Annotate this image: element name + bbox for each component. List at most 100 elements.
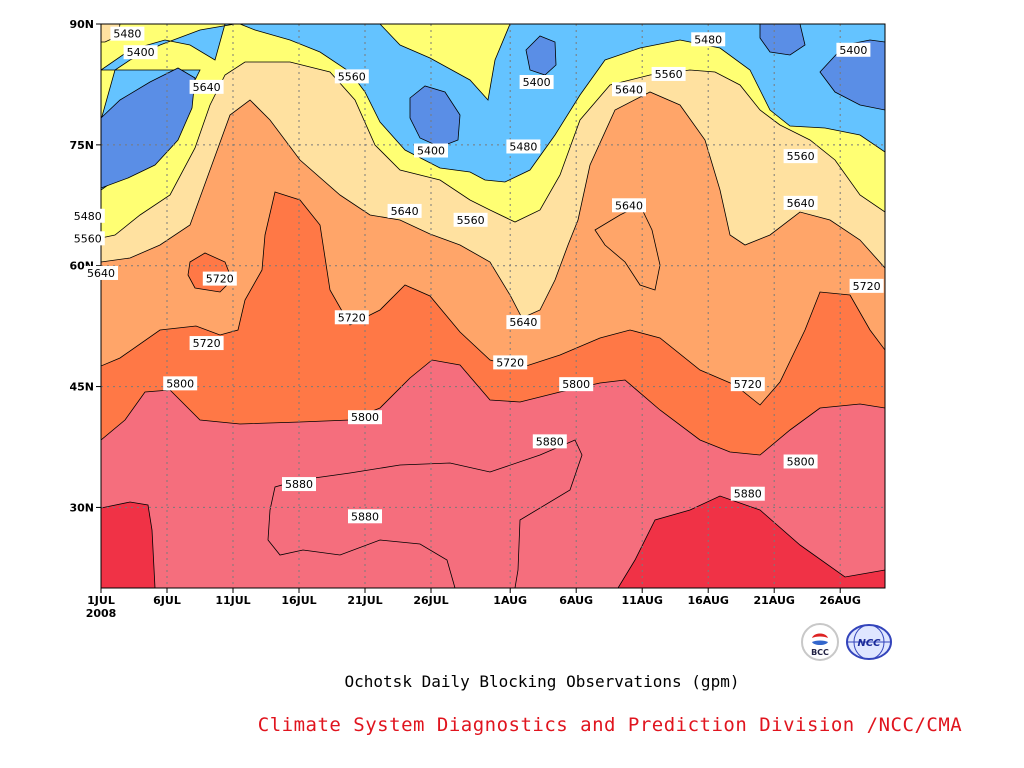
contour-label-bg xyxy=(612,198,646,213)
contour-label-text: 5720 xyxy=(734,378,762,391)
contour-label: 5400 xyxy=(519,75,554,90)
contour-label-text: 5640 xyxy=(615,199,643,212)
contour-label: 5640 xyxy=(387,203,422,218)
contour-label-bg xyxy=(334,310,369,325)
contour-label: 5560 xyxy=(453,212,488,227)
low-26jul xyxy=(409,85,461,148)
contour-label-bg xyxy=(783,149,818,164)
contour-label-text: 5640 xyxy=(87,267,115,280)
contour-label-text: 5560 xyxy=(338,70,366,83)
contour-label-text: 5800 xyxy=(787,456,815,469)
contour-label-bg xyxy=(334,69,369,84)
grid xyxy=(101,24,885,588)
axis-ticks: 1JUL 6JUL 11JUL 16JUL 21JUL 26JUL 1AUG 6AUG 11AU… xyxy=(69,18,860,620)
contour-label: 5560 xyxy=(783,149,818,164)
contour-label-text: 5640 xyxy=(193,81,221,94)
x-tick-label: 26AUG xyxy=(819,594,860,607)
ncc-logo: NCC xyxy=(846,624,892,660)
contour-label: 5800 xyxy=(348,410,382,425)
chart-credit: Climate System Diagnostics and Predictio… xyxy=(257,714,963,736)
contour-label-text: 5560 xyxy=(655,68,683,81)
contour-label-bg xyxy=(783,454,818,469)
contour-label-text: 5560 xyxy=(787,150,815,163)
y-tick-label: 90N xyxy=(69,18,94,31)
contour-label-text: 5640 xyxy=(615,83,643,96)
bcc-logo: BCC xyxy=(801,623,839,661)
contour-label-text: 5480 xyxy=(509,140,537,153)
contour-label-text: 5720 xyxy=(853,280,881,293)
contour-label-text: 5480 xyxy=(694,33,722,46)
contour-label-text: 5640 xyxy=(509,316,537,329)
contour-label-bg xyxy=(348,410,382,425)
contour-label-bg xyxy=(163,376,198,391)
contour-label: 5640 xyxy=(783,195,818,210)
contour-label-bg xyxy=(559,377,594,392)
contour-label-text: 5640 xyxy=(787,197,815,210)
contour-label: 5480 xyxy=(506,139,541,154)
contour-fills xyxy=(101,24,885,588)
contour-label-bg xyxy=(532,434,567,449)
contour-label: 5880 xyxy=(282,477,316,492)
contour-labels: 5480 5400 5640 5560 5400 5400 5480 5480 5560 5640… xyxy=(70,26,884,524)
x-tick-label: 11AUG xyxy=(621,594,662,607)
contour-label-bg xyxy=(506,315,541,330)
x-tick-label: 16AUG xyxy=(687,594,728,607)
x-year-label: 2008 xyxy=(86,607,117,620)
band-5400-5480 xyxy=(101,24,885,191)
x-tick-label: 6JUL xyxy=(153,594,181,607)
ncc-logo-text: NCC xyxy=(857,638,881,649)
x-tick-label: 6AUG xyxy=(559,594,593,607)
contour-label: 5400 xyxy=(123,45,158,60)
contour-label-text: 5880 xyxy=(285,478,313,491)
low-west xyxy=(101,67,196,189)
contour-label: 5480 xyxy=(691,32,726,47)
contour-label-bg xyxy=(691,32,726,47)
contour-label-bg xyxy=(70,208,105,223)
contour-label: 5800 xyxy=(163,376,198,391)
contour-label: 5640 xyxy=(84,265,118,280)
contour-label-text: 5720 xyxy=(496,356,524,369)
x-tick-label: 21JUL xyxy=(347,594,382,607)
low-21aug xyxy=(759,24,806,56)
contour-label-bg xyxy=(836,42,871,57)
contour-label: 5880 xyxy=(730,486,765,501)
contour-label: 5560 xyxy=(334,69,369,84)
contour-label: 5720 xyxy=(493,355,528,370)
contour-label-text: 5400 xyxy=(839,44,867,57)
contour-label-text: 5400 xyxy=(523,76,551,89)
contour-label: 5880 xyxy=(348,509,382,524)
contour-label-bg xyxy=(453,212,488,227)
contour-label: 5880 xyxy=(532,434,567,449)
x-tick-label: 11JUL xyxy=(215,594,250,607)
contour-label: 5720 xyxy=(334,310,369,325)
contour-label-bg xyxy=(506,139,541,154)
contour-label: 5720 xyxy=(202,271,237,286)
contour-label: 5720 xyxy=(730,377,765,392)
tongue-top-mid xyxy=(379,24,511,101)
x-tick-label: 21AUG xyxy=(753,594,794,607)
contour-label-text: 5720 xyxy=(338,311,366,324)
y-tick-label: 30N xyxy=(69,501,94,514)
y-tick-label: 45N xyxy=(69,381,94,394)
contour-label: 5400 xyxy=(414,143,448,158)
contour-label: 5400 xyxy=(836,42,871,57)
contour-label: 5560 xyxy=(651,66,686,81)
contour-label-text: 5400 xyxy=(417,144,445,157)
contour-label-text: 5880 xyxy=(536,435,564,448)
bcc-logo-text: BCC xyxy=(811,648,829,657)
y-tick-label: 75N xyxy=(69,139,94,152)
contour-label-bg xyxy=(519,75,554,90)
contour-label-text: 5560 xyxy=(457,214,485,227)
chart-title: Ochotsk Daily Blocking Observations (gpm… xyxy=(344,672,740,691)
contour-label: 5720 xyxy=(189,336,224,351)
contour-label-text: 5800 xyxy=(562,378,590,391)
contour-label-bg xyxy=(414,143,448,158)
x-tick-label: 26JUL xyxy=(413,594,448,607)
x-tick-label: 16JUL xyxy=(281,594,316,607)
contour-label-bg xyxy=(651,66,686,81)
contour-label-bg xyxy=(387,203,422,218)
contour-label-bg xyxy=(730,377,765,392)
contour-label-bg xyxy=(783,195,818,210)
contour-label: 5640 xyxy=(612,198,646,213)
